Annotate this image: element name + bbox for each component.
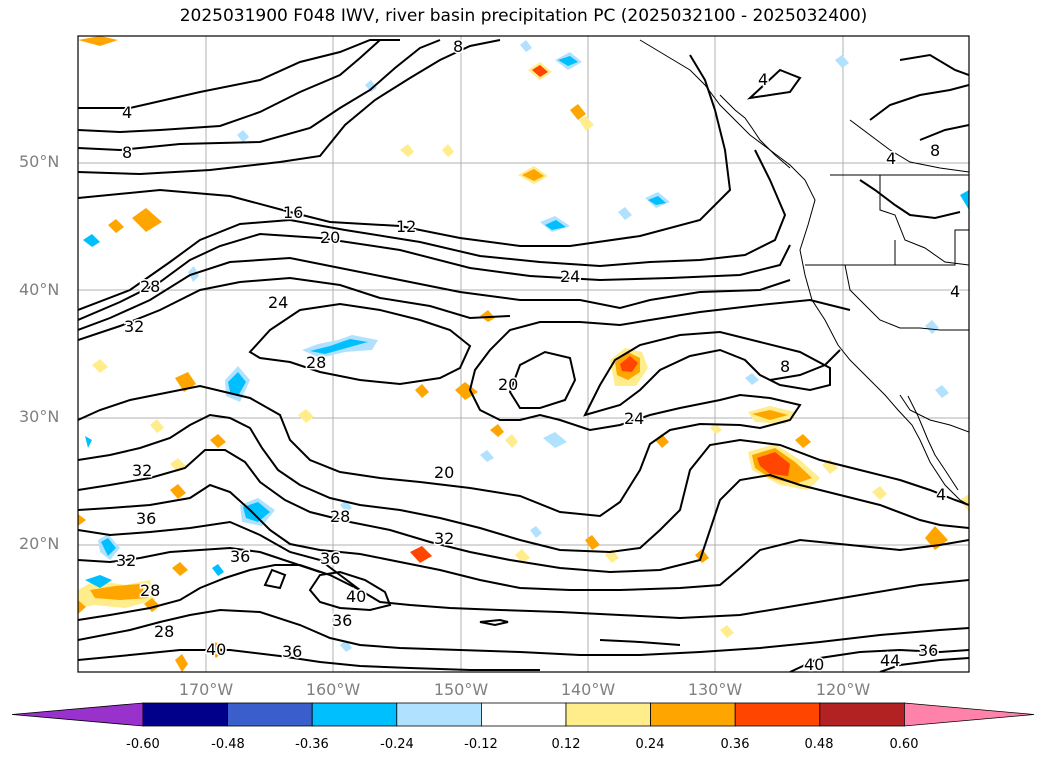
colorbar-tick-label: 0.12: [551, 737, 581, 752]
contour-label: 4: [886, 149, 896, 168]
contour-labels: 4 8 16 12 20 24 28 32 24 28 20 24 20 32 …: [115, 36, 962, 676]
lat-label: 40°N: [19, 280, 60, 299]
contour-label: 32: [124, 317, 144, 336]
contour-label: 24: [268, 293, 288, 312]
colorbar-segment: [819, 702, 905, 727]
colorbar-extend-min: [11, 702, 144, 727]
contour-label: 40: [804, 655, 824, 674]
contour-label: 4: [936, 485, 946, 504]
lon-label: 130°W: [687, 680, 743, 699]
colorbar-tick-label: -0.48: [211, 737, 245, 752]
iwv-contours: [78, 39, 969, 672]
colorbar-segment: [142, 702, 228, 727]
contour-label: 28: [306, 353, 326, 372]
contour-label: 36: [282, 642, 302, 661]
lon-label: 150°W: [433, 680, 489, 699]
colorbar-tick-label: -0.12: [464, 737, 498, 752]
contour-label: 36: [332, 611, 352, 630]
colorbar-segment: [650, 702, 736, 727]
contour-label: 12: [396, 217, 416, 236]
lat-label: 30°N: [19, 407, 60, 426]
colorbar-tick-label: 0.60: [889, 737, 919, 752]
contour-label: 16: [283, 203, 303, 222]
contour-label: 28: [330, 507, 350, 526]
contour-label: 44: [880, 651, 900, 670]
colorbar-tick-label: -0.36: [295, 737, 329, 752]
contour-label: 8: [453, 37, 463, 56]
colorbar-segment: [734, 702, 821, 727]
lon-label: 140°W: [560, 680, 616, 699]
colorbar-segment: [480, 702, 567, 727]
colorbar-segment: [311, 702, 398, 727]
colorbar-tick-label: 0.48: [804, 737, 834, 752]
contour-label: 36: [320, 549, 340, 568]
contour-label: 4: [122, 103, 132, 122]
contour-label: 36: [136, 509, 156, 528]
colorbar-segment: [227, 702, 313, 727]
contour-label: 28: [140, 581, 160, 600]
contour-label: 32: [132, 461, 152, 480]
contour-label: 24: [560, 267, 580, 286]
contour-label: 20: [320, 228, 340, 247]
lon-label: 160°W: [305, 680, 361, 699]
contour-label: 8: [122, 143, 132, 162]
coastlines: [639, 39, 969, 506]
colorbar-tick-label: -0.24: [380, 737, 414, 752]
contour-label: 36: [230, 547, 250, 566]
colorbar: [11, 702, 1035, 727]
contour-label: 32: [116, 551, 136, 570]
colorbar-segment: [396, 702, 482, 727]
contour-label: 8: [780, 357, 790, 376]
colorbar-tick-label: 0.36: [720, 737, 750, 752]
lon-label: 120°W: [815, 680, 871, 699]
colorbar-tick-label: 0.24: [635, 737, 665, 752]
lat-label: 50°N: [19, 152, 60, 171]
contour-label: 8: [930, 141, 940, 160]
contour-label: 36: [918, 641, 938, 660]
contour-label: 32: [434, 529, 454, 548]
colorbar-extend-max: [904, 702, 1035, 727]
contour-label: 20: [498, 375, 518, 394]
contour-label: 40: [206, 640, 226, 659]
contour-label: 24: [624, 409, 644, 428]
contour-label: 40: [346, 587, 366, 606]
contour-label: 28: [154, 622, 174, 641]
contour-label: 4: [950, 282, 960, 301]
colorbar-tick-label: -0.60: [126, 737, 160, 752]
lon-label: 170°W: [178, 680, 234, 699]
contour-label: 20: [434, 463, 454, 482]
contour-label: 4: [758, 70, 768, 89]
colorbar-segment: [565, 702, 651, 727]
map-title: 2025031900 F048 IWV, river basin precipi…: [179, 6, 868, 26]
contour-label: 28: [140, 277, 160, 296]
lat-label: 20°N: [19, 534, 60, 553]
